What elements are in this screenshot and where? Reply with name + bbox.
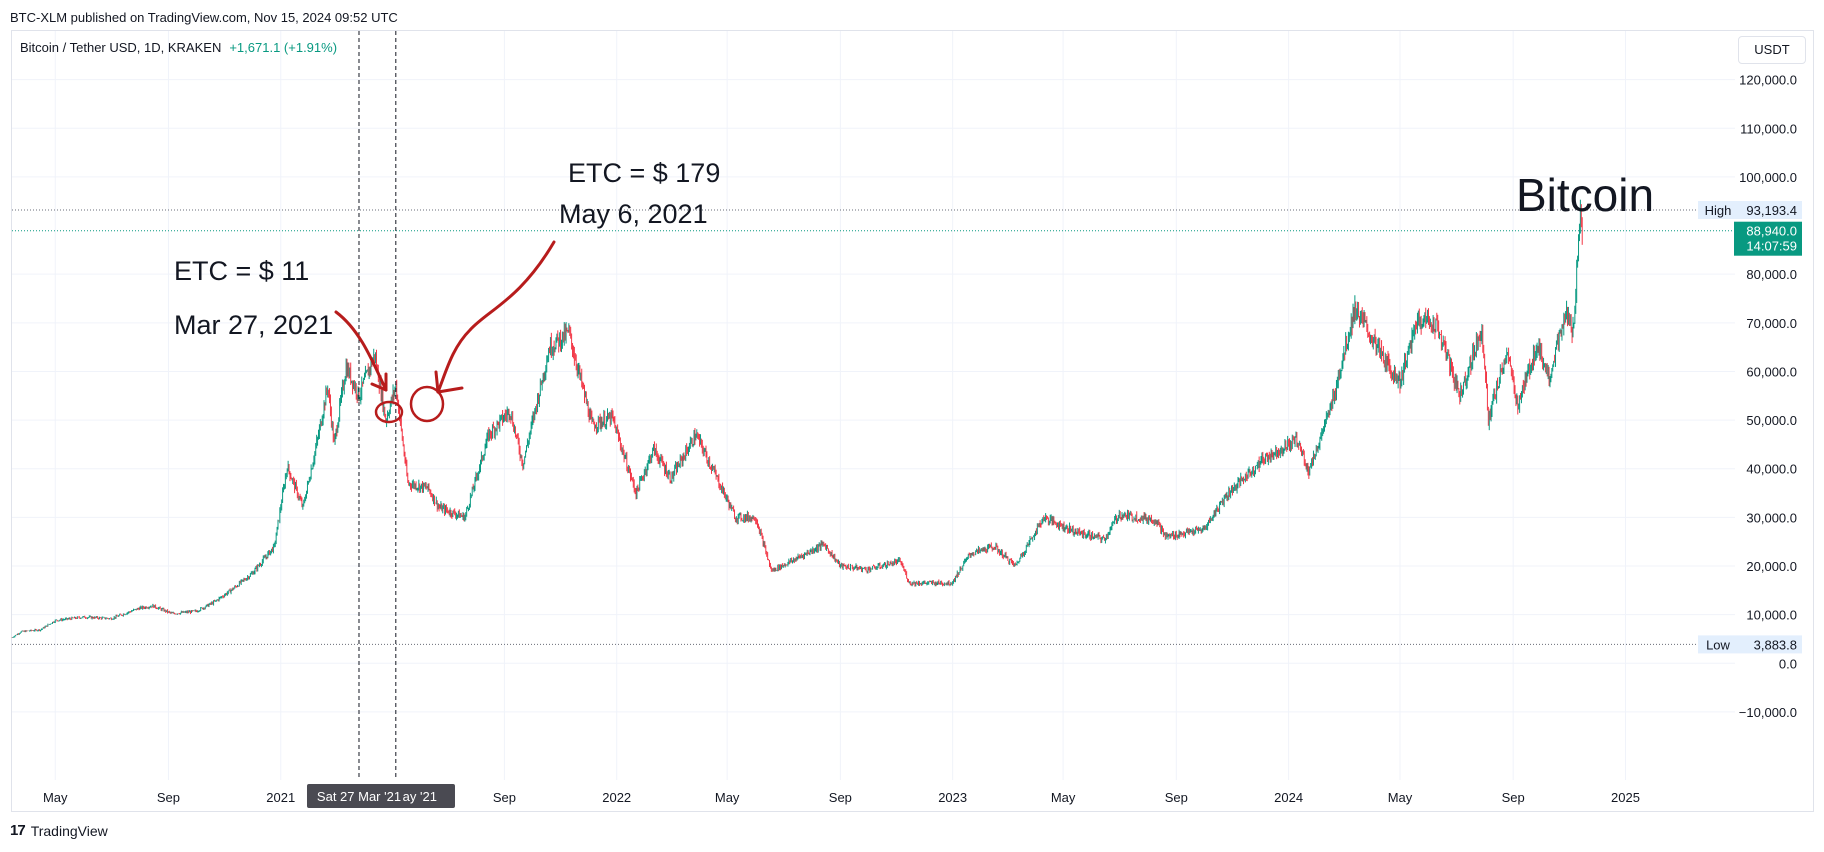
x-tick-label: 2023 bbox=[938, 790, 967, 805]
low-tag-bg bbox=[1698, 635, 1738, 654]
crosshair-label-bg bbox=[306, 784, 455, 808]
low-tag: Low bbox=[1706, 637, 1730, 652]
price-badges: High 93,193.4 Low 3,883.8 88,940.014:07:59 bbox=[1698, 201, 1802, 654]
x-tick-label: Sep bbox=[1502, 790, 1525, 805]
y-tick-label: 100,000.0 bbox=[1739, 170, 1797, 185]
x-tick-label: May bbox=[1051, 790, 1076, 805]
x-tick-label: Sep bbox=[1165, 790, 1188, 805]
price-axis[interactable]: −10,000.0 0.0 10,000.0 20,000.0 30,000.0 40,0… bbox=[1739, 73, 1797, 720]
tradingview-logo-icon: 17 bbox=[10, 822, 26, 839]
arrow-2-head-b bbox=[434, 370, 440, 394]
footer-brand: TradingView bbox=[30, 822, 108, 839]
low-value-bg bbox=[1738, 635, 1802, 654]
bar-countdown: 14:07:59 bbox=[1746, 239, 1797, 254]
time-axis[interactable]: May Sep 2021 Sep 2022 May Sep 2023 May Sep 2024 May… bbox=[43, 790, 1640, 805]
published-text: BTC-XLM published on TradingView.com, No… bbox=[10, 10, 398, 25]
high-tag: High bbox=[1705, 203, 1732, 218]
circle-2 bbox=[409, 385, 445, 423]
circle-1 bbox=[374, 400, 404, 424]
etc-price-2-label: ETC = $ 179 bbox=[568, 158, 721, 188]
x-tick-label: Sep bbox=[157, 790, 180, 805]
hand-drawn-annotations bbox=[334, 240, 556, 424]
etc-date-1-label: Mar 27, 2021 bbox=[174, 310, 334, 340]
y-tick-label: 50,000.0 bbox=[1746, 413, 1797, 428]
high-value-bg bbox=[1738, 201, 1802, 220]
arrow-2-curve bbox=[436, 240, 556, 394]
x-tick-label: 2021 bbox=[266, 790, 295, 805]
y-tick-label: 120,000.0 bbox=[1739, 73, 1797, 88]
x-tick-label: 2024 bbox=[1274, 790, 1303, 805]
grid bbox=[12, 31, 1735, 780]
x-tick-label: May bbox=[43, 790, 68, 805]
high-value: 93,193.4 bbox=[1746, 203, 1797, 218]
y-tick-label: 70,000.0 bbox=[1746, 316, 1797, 331]
x-tick-label: May bbox=[1388, 790, 1413, 805]
high-low-lines bbox=[12, 209, 1735, 645]
etc-date-2-label: May 6, 2021 bbox=[559, 199, 708, 229]
last-price-value: 88,940.0 bbox=[1746, 224, 1797, 239]
y-tick-label: 20,000.0 bbox=[1746, 559, 1797, 574]
x-tick-label: 2022 bbox=[602, 790, 631, 805]
symbol-legend[interactable]: Bitcoin / Tether USD, 1D, KRAKEN +1,671.1… bbox=[20, 40, 337, 55]
low-value: 3,883.8 bbox=[1754, 637, 1797, 652]
crosshair-markers: Sat 27 Mar '21 ay '21 bbox=[306, 31, 455, 808]
y-tick-label: −10,000.0 bbox=[1739, 705, 1797, 720]
x-tick-label: Sep bbox=[493, 790, 516, 805]
arrow-1-head bbox=[370, 372, 388, 392]
y-tick-label: 40,000.0 bbox=[1746, 462, 1797, 477]
high-tag-bg bbox=[1698, 201, 1738, 220]
x-tick-label: Sep bbox=[829, 790, 852, 805]
y-tick-label: 110,000.0 bbox=[1740, 121, 1797, 136]
price-change: +1,671.1 (+1.91%) bbox=[229, 40, 338, 55]
y-tick-label: 10,000.0 bbox=[1746, 608, 1797, 623]
x-tick-label: 2025 bbox=[1611, 790, 1640, 805]
chart-frame bbox=[11, 30, 1814, 812]
publish-bar: BTC-XLM published on TradingView.com, No… bbox=[0, 0, 1824, 30]
footer: 17 TradingView bbox=[10, 822, 108, 839]
y-tick-label: 60,000.0 bbox=[1746, 364, 1797, 379]
arrow-1-curve bbox=[334, 310, 388, 392]
currency-button[interactable]: USDT bbox=[1738, 36, 1806, 64]
symbol-name: Bitcoin / Tether USD, 1D, KRAKEN bbox=[20, 40, 222, 55]
last-price-badge bbox=[1734, 221, 1802, 256]
y-tick-label: 30,000.0 bbox=[1746, 510, 1797, 525]
bitcoin-label: Bitcoin bbox=[1516, 169, 1655, 221]
x-tick-label: May bbox=[715, 790, 740, 805]
arrow-2-head bbox=[436, 386, 464, 394]
y-tick-label: 0.0 bbox=[1779, 656, 1797, 671]
crosshair-date-label: Sat 27 Mar '21 bbox=[317, 789, 401, 804]
etc-price-1-label: ETC = $ 11 bbox=[174, 256, 310, 286]
y-tick-label: 80,000.0 bbox=[1746, 267, 1797, 282]
crosshair-date-label-2: ay '21 bbox=[403, 789, 437, 804]
